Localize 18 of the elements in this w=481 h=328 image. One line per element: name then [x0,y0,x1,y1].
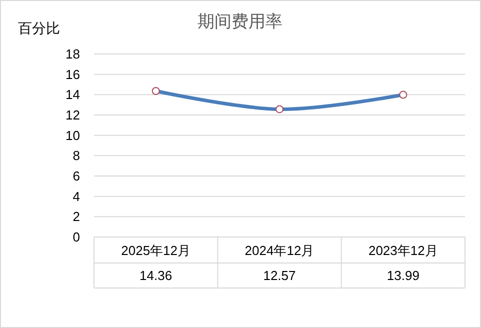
y-tick-label: 18 [66,46,80,62]
y-tick-label: 4 [72,188,80,204]
y-tick-label: 12 [66,108,80,122]
y-tick-label: 2 [72,209,80,224]
data-label: 13.99 [386,268,420,283]
y-tick-label: 16 [66,66,80,82]
x-tick-label: 2024年12月 [244,243,314,258]
y-tick-label: 0 [72,230,80,244]
x-tick-label: 2025年12月 [121,243,191,258]
chart-title: 期间费用率 [198,12,282,32]
x-tick-label: 2023年12月 [368,243,438,258]
y-tick-label: 8 [72,148,80,164]
y-axis-title: 百分比 [18,20,60,36]
y-tick-label: 6 [72,168,80,184]
y-tick-label: 14 [66,87,80,102]
y-tick-label: 10 [66,128,80,143]
data-label: 12.57 [263,268,296,283]
data-label: 14.36 [140,268,172,283]
